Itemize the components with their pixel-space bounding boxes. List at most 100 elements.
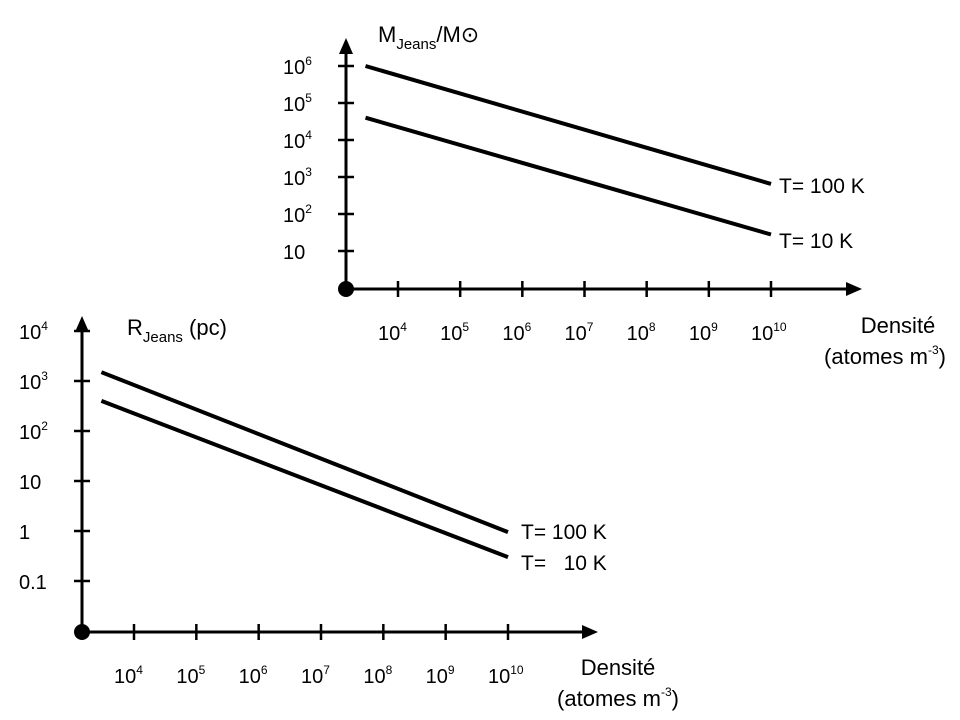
x-tick-base: 10 bbox=[239, 666, 261, 688]
x-tick-label: 105 bbox=[176, 663, 205, 688]
y-tick-exponent: 4 bbox=[305, 128, 312, 142]
x-tick-label: 109 bbox=[689, 320, 718, 345]
y-axis-title-tail: (pc) bbox=[183, 315, 227, 340]
x-tick-exponent: 10 bbox=[510, 663, 524, 677]
x-tick-exponent: 6 bbox=[261, 663, 268, 677]
y-tick-base: 10 bbox=[19, 422, 41, 444]
x-axis-unit-text: (atomes m bbox=[824, 344, 928, 369]
y-tick-base: 10 bbox=[19, 372, 41, 394]
y-tick-label: 1 bbox=[19, 522, 30, 544]
x-tick-label: 1010 bbox=[488, 663, 524, 688]
y-tick-base: 10 bbox=[283, 57, 305, 79]
x-tick-base: 10 bbox=[426, 666, 448, 688]
y-tick-base: 10 bbox=[19, 322, 41, 344]
x-axis-unit: (atomes m-3) bbox=[557, 685, 679, 711]
y-tick-exponent: 3 bbox=[41, 369, 48, 383]
x-tick-label: 106 bbox=[502, 320, 531, 345]
y-tick-base: 10 bbox=[19, 472, 41, 494]
y-tick-base: 10 bbox=[283, 131, 305, 153]
x-tick-label: 108 bbox=[627, 320, 656, 345]
y-tick-base: 10 bbox=[283, 168, 305, 190]
x-axis-unit-exponent: -3 bbox=[661, 685, 672, 699]
jeans-mass-chart: 104 105 106 107 108 109 101010102103104105106T… bbox=[283, 22, 946, 369]
x-tick-exponent: 7 bbox=[323, 663, 330, 677]
x-axis-unit: (atomes m-3) bbox=[824, 343, 946, 369]
series-label: T= 100 K bbox=[521, 521, 607, 544]
y-axis-title: MJeans/M⊙ bbox=[378, 22, 479, 53]
x-tick-exponent: 5 bbox=[199, 663, 206, 677]
origin-dot bbox=[74, 624, 90, 640]
x-tick-base: 10 bbox=[689, 323, 711, 345]
x-tick-base: 10 bbox=[378, 323, 400, 345]
y-tick-base: 10 bbox=[283, 94, 305, 116]
x-tick-label: 108 bbox=[363, 663, 392, 688]
y-tick-exponent: 5 bbox=[305, 91, 312, 105]
x-tick-exponent: 9 bbox=[711, 320, 718, 334]
x-tick-base: 10 bbox=[751, 323, 773, 345]
y-tick-label: 106 bbox=[283, 54, 312, 79]
y-tick-label: 103 bbox=[19, 369, 48, 394]
x-tick-exponent: 6 bbox=[525, 320, 532, 334]
x-tick-exponent: 9 bbox=[448, 663, 455, 677]
y-tick-label: 102 bbox=[283, 202, 312, 227]
y-axis-title: RJeans (pc) bbox=[127, 315, 227, 346]
x-tick-base: 10 bbox=[114, 666, 136, 688]
x-tick-exponent: 7 bbox=[587, 320, 594, 334]
x-tick-label: 1010 bbox=[751, 320, 787, 345]
y-tick-label: 0.1 bbox=[19, 572, 47, 594]
x-tick-base: 10 bbox=[301, 666, 323, 688]
y-axis-title-base: M bbox=[378, 22, 396, 47]
x-tick-label: 104 bbox=[114, 663, 143, 688]
y-tick-exponent: 2 bbox=[305, 202, 312, 216]
series-label: T= 10 K bbox=[521, 552, 607, 575]
y-axis-arrow bbox=[339, 38, 353, 54]
y-tick-exponent: 2 bbox=[41, 419, 48, 433]
series-label: T= 10 K bbox=[779, 230, 853, 253]
x-tick-base: 10 bbox=[363, 666, 385, 688]
x-tick-exponent: 10 bbox=[773, 320, 787, 334]
y-tick-label: 10 bbox=[283, 242, 305, 264]
x-axis-title: Densité bbox=[861, 313, 936, 338]
y-tick-label: 103 bbox=[283, 165, 312, 190]
x-axis-unit-close: ) bbox=[939, 344, 946, 369]
x-tick-label: 105 bbox=[440, 320, 469, 345]
y-axis-title-base: R bbox=[127, 315, 143, 340]
x-tick-base: 10 bbox=[488, 666, 510, 688]
y-axis-title-tail: /M⊙ bbox=[436, 22, 479, 47]
x-axis-unit-exponent: -3 bbox=[928, 343, 939, 357]
x-axis-unit-text: (atomes m bbox=[557, 686, 661, 711]
y-axis-arrow bbox=[75, 316, 89, 332]
y-tick-exponent: 4 bbox=[41, 319, 48, 333]
x-tick-label: 107 bbox=[565, 320, 594, 345]
series-label: T= 100 K bbox=[779, 175, 865, 198]
y-axis-title-subscript: Jeans bbox=[396, 36, 436, 53]
y-tick-label: 10 bbox=[19, 472, 41, 494]
x-tick-label: 107 bbox=[301, 663, 330, 688]
x-tick-exponent: 4 bbox=[400, 320, 407, 334]
y-tick-base: 10 bbox=[283, 242, 305, 264]
y-tick-exponent: 6 bbox=[305, 54, 312, 68]
series-line-0 bbox=[100, 370, 509, 534]
series-line-1 bbox=[364, 115, 772, 237]
series-line-0 bbox=[364, 64, 772, 186]
x-tick-exponent: 8 bbox=[386, 663, 393, 677]
x-tick-label: 106 bbox=[239, 663, 268, 688]
x-tick-base: 10 bbox=[440, 323, 462, 345]
x-tick-base: 10 bbox=[176, 666, 198, 688]
y-tick-base: 10 bbox=[283, 205, 305, 227]
x-axis-arrow bbox=[582, 625, 598, 639]
origin-dot bbox=[338, 281, 354, 297]
x-tick-exponent: 5 bbox=[462, 320, 469, 334]
y-tick-base: 1 bbox=[19, 522, 30, 544]
y-tick-exponent: 3 bbox=[305, 165, 312, 179]
series-line-1 bbox=[100, 399, 509, 559]
x-axis-unit-close: ) bbox=[672, 686, 679, 711]
x-tick-base: 10 bbox=[627, 323, 649, 345]
y-tick-label: 104 bbox=[283, 128, 312, 153]
x-axis-title: Densité bbox=[581, 655, 656, 680]
x-tick-label: 109 bbox=[426, 663, 455, 688]
y-tick-base: 0.1 bbox=[19, 572, 47, 594]
y-tick-label: 105 bbox=[283, 91, 312, 116]
x-axis-arrow bbox=[846, 282, 862, 296]
